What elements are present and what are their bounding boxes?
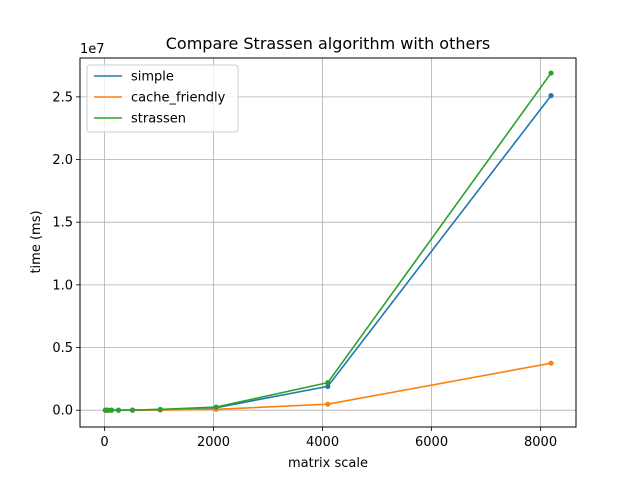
series-line-simple [105,95,552,412]
y-axis: 0.0 0.5 1.0 1.5 2.0 2.5 [52,90,80,419]
data-point-strassen [325,380,331,386]
data-point-simple [325,383,331,389]
legend-label-simple: simple [131,70,174,85]
x-tick-label: 8000 [524,435,557,450]
legend-box [86,64,239,133]
x-tick-label: 6000 [415,435,448,450]
x-tick-label: 4000 [306,435,339,450]
data-point-strassen [108,407,115,413]
data-point-strassen [213,404,219,410]
legend-label-cache_friendly: cache_friendly [131,91,226,106]
data-point-strassen [115,407,122,413]
y-tick-label: 1.0 [52,278,73,293]
y-tick-label: 2.5 [52,90,73,105]
data-point-strassen [548,70,554,76]
legend-label-strassen: strassen [131,112,186,127]
x-axis-label: matrix scale [288,456,368,471]
series-lines [102,70,554,413]
data-point-strassen [129,407,136,413]
data-point-cache_friendly [548,360,554,366]
chart-title: Compare Strassen algorithm with others [166,34,491,53]
x-tick-label: 0 [100,435,108,450]
y-tick-label: 2.0 [52,153,73,168]
x-tick-label: 2000 [197,435,230,450]
y-tick-label: 0.5 [52,341,73,356]
data-point-cache_friendly [325,401,331,407]
y-tick-label: 1.5 [52,216,73,231]
plot-frame [79,57,577,428]
y-tick-label: 0.0 [52,404,73,419]
y-offset-text: 1e7 [80,42,105,57]
data-point-strassen [157,406,163,413]
series-strassen [102,70,554,413]
data-point-simple [548,93,554,99]
series-simple [102,93,554,413]
legend: simple cache_friendly strassen [86,64,239,133]
x-axis: 0 2000 4000 6000 8000 [100,427,557,450]
y-axis-label: time (ms) [29,210,44,273]
